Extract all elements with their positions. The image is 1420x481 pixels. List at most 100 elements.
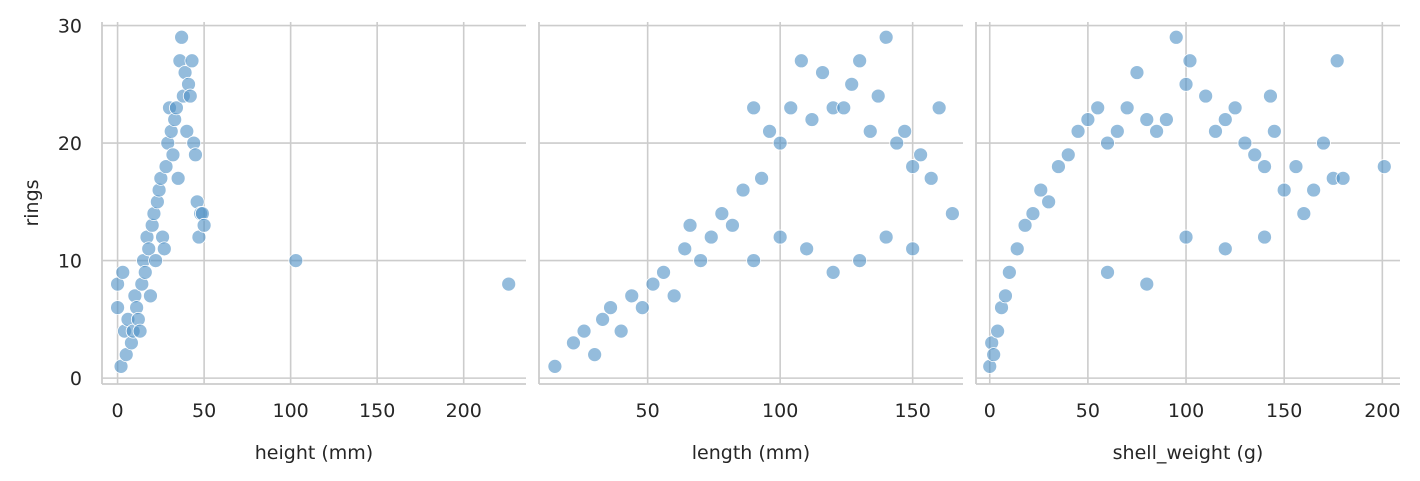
data-point <box>634 300 650 316</box>
data-point <box>986 347 1002 363</box>
data-point <box>165 147 181 163</box>
x-tick-label: 0 <box>984 400 996 422</box>
data-point <box>1227 100 1243 116</box>
x-tick-label: 200 <box>446 400 482 422</box>
data-point <box>132 323 148 339</box>
x-tick-label: 100 <box>1168 400 1204 422</box>
data-point <box>143 288 158 304</box>
x-tick-label: 50 <box>636 400 660 422</box>
data-point <box>188 147 203 163</box>
data-point <box>656 264 671 280</box>
panel-3: 0 50 100 150 200 shell_weight (g) <box>975 22 1400 464</box>
data-point <box>703 229 719 245</box>
points-group <box>547 29 960 374</box>
data-point <box>566 335 581 351</box>
data-point <box>1119 100 1135 116</box>
x-tick-label: 200 <box>1364 400 1400 422</box>
data-point <box>184 53 200 69</box>
data-point <box>682 217 698 233</box>
x-axis-label: length (mm) <box>692 442 810 464</box>
data-point <box>1139 112 1155 127</box>
x-tick-label: 0 <box>112 400 124 422</box>
data-point <box>182 88 198 104</box>
x-tick-label: 50 <box>192 400 216 422</box>
data-point <box>587 347 603 363</box>
data-point <box>923 170 939 186</box>
data-point <box>825 264 841 280</box>
data-point <box>1257 159 1272 174</box>
data-point <box>1100 264 1115 280</box>
data-point <box>196 217 212 233</box>
data-point <box>1306 182 1322 198</box>
data-point <box>1217 112 1233 127</box>
data-point <box>141 241 157 257</box>
data-point <box>725 217 740 233</box>
data-point <box>1041 194 1057 210</box>
panel-1: 0 50 100 150 200 0 10 20 30 height (mm) <box>58 16 526 464</box>
data-point <box>1051 159 1066 174</box>
data-point <box>1017 217 1033 233</box>
x-tick-label: 150 <box>895 400 931 422</box>
data-point <box>1168 29 1184 45</box>
data-point <box>158 159 174 174</box>
data-point <box>1129 65 1145 80</box>
data-point <box>998 288 1013 304</box>
data-point <box>666 288 682 304</box>
data-point <box>174 29 190 45</box>
data-point <box>1080 112 1096 127</box>
data-point <box>852 53 868 69</box>
y-axis-label: rings <box>21 179 43 226</box>
data-point <box>603 300 618 316</box>
data-point <box>1247 147 1263 163</box>
data-point <box>897 123 913 139</box>
data-point <box>1001 264 1017 280</box>
data-point <box>1139 276 1155 292</box>
data-point <box>1217 241 1233 257</box>
data-point <box>576 323 592 339</box>
data-point <box>288 253 304 268</box>
data-point <box>1266 123 1282 139</box>
data-point <box>905 241 921 257</box>
x-tick-label: 100 <box>762 400 798 422</box>
data-point <box>1182 53 1198 69</box>
y-tick-label: 0 <box>70 368 82 390</box>
data-point <box>613 323 629 339</box>
data-point <box>156 241 172 257</box>
data-point <box>852 253 868 268</box>
data-point <box>547 358 563 374</box>
data-point <box>735 182 751 198</box>
data-point <box>1178 229 1194 245</box>
data-point <box>931 100 947 116</box>
data-point <box>762 123 777 139</box>
data-point <box>793 53 809 69</box>
data-point <box>990 323 1005 339</box>
points-group <box>110 29 517 374</box>
data-point <box>1316 135 1331 151</box>
data-point <box>1329 53 1345 69</box>
data-point <box>624 288 640 304</box>
y-tick-label: 20 <box>58 133 82 155</box>
data-point <box>595 311 610 327</box>
data-point <box>677 241 693 257</box>
data-point <box>1100 135 1115 151</box>
data-point <box>783 100 799 116</box>
data-point <box>170 170 186 186</box>
data-point <box>878 229 894 245</box>
data-point <box>862 123 878 139</box>
data-point <box>1009 241 1025 257</box>
data-point <box>1237 135 1253 151</box>
data-point <box>799 241 815 257</box>
data-point <box>693 253 709 268</box>
points-group <box>982 29 1392 374</box>
data-point <box>870 88 886 104</box>
data-point <box>772 135 788 151</box>
data-point <box>1296 206 1312 221</box>
panel-2: 50 100 150 length (mm) <box>538 22 963 464</box>
data-point <box>645 276 661 292</box>
y-tick-label: 30 <box>58 16 82 38</box>
data-point <box>501 276 517 292</box>
data-point <box>905 159 921 174</box>
data-point <box>746 100 762 116</box>
data-point <box>1288 159 1304 174</box>
